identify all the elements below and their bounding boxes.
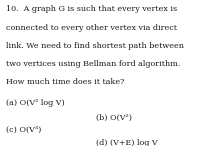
Text: link. We need to find shortest path between: link. We need to find shortest path betw… bbox=[6, 42, 184, 50]
Text: connected to every other vertex via direct: connected to every other vertex via dire… bbox=[6, 24, 177, 32]
Text: How much time does it take?: How much time does it take? bbox=[6, 79, 124, 86]
Text: (d) (V+E) log V: (d) (V+E) log V bbox=[96, 139, 158, 146]
Text: two vertices using Bellman ford algorithm.: two vertices using Bellman ford algorith… bbox=[6, 60, 180, 68]
Text: (c) O(V³): (c) O(V³) bbox=[6, 126, 41, 134]
Text: 10.  A graph G is such that every vertex is: 10. A graph G is such that every vertex … bbox=[6, 6, 177, 13]
Text: (b) O(V²): (b) O(V²) bbox=[96, 114, 132, 121]
Text: (a) O(V² log V): (a) O(V² log V) bbox=[6, 99, 65, 107]
